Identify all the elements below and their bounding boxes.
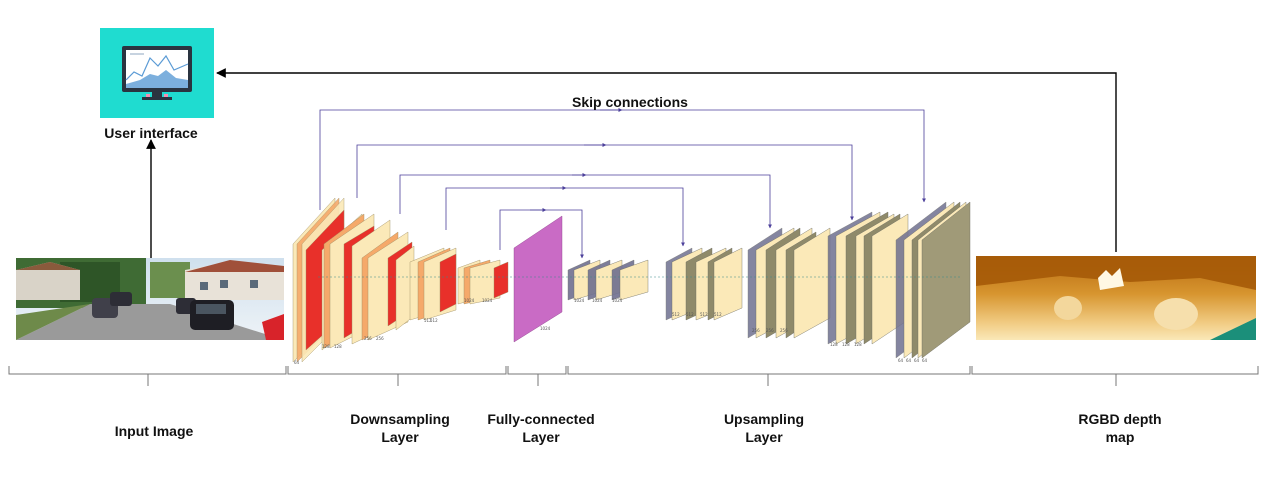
layer-size-label: 256 [376,336,384,341]
layer-size-label: 1024 [482,298,493,303]
skip-connections [319,108,926,259]
rgbd-depth-map [976,256,1256,340]
encoder-block-5 [457,259,509,305]
layer-size-label: 128 [854,342,862,347]
downsampling-label-line2: Layer [381,429,419,445]
layer-size-label: 512 [714,312,722,317]
input-image-label: Input Image [114,423,194,439]
layer-size-label: 64 [922,358,928,363]
layer-size-label: 512 [686,312,694,317]
layer-size-label: 1024 [612,298,623,303]
fully-connected-label-line1: Fully-connected [487,411,595,427]
encoder-block-4 [409,247,457,321]
skip-connection-2 [356,144,854,221]
decoder-blocks [567,201,971,359]
skip-connections-label: Skip connections [572,94,688,110]
fully-connected-block [513,215,563,343]
decoder-block-2 [665,247,743,321]
layer-size-label: 128 [830,342,838,347]
decoder-block-3 [747,227,831,339]
decoder-block-5 [895,201,971,359]
upsampling-label: Upsampling Layer [694,410,834,446]
fully-connected-label: Fully-connected Layer [472,410,610,446]
skip-connection-3 [399,174,772,229]
layer-size-label: 64 [906,358,912,363]
brace-upsampling [567,366,971,386]
layer-size-label: 512 [672,312,680,317]
layer-size-label: 256 [780,328,788,333]
layer-size-label: 64 [294,360,300,365]
layer-size-label: 1024 [464,298,475,303]
downsampling-label-line1: Downsampling [350,411,450,427]
upsampling-label-line1: Upsampling [723,411,805,427]
downsampling-label: Downsampling Layer [330,410,470,446]
upsampling-label-line2: Layer [745,429,783,445]
skip-connection-4 [445,187,685,247]
encoder-block-3 [361,231,415,341]
layer-size-label: 1024 [540,326,551,331]
rgbd-label: RGBD depth map [1050,410,1190,446]
user-interface-label: User interface [104,125,198,141]
feedback-arrow [216,68,1117,252]
layer-size-label: 1024 [574,298,585,303]
rgbd-label-line2: map [1105,429,1135,445]
decoder-block-1 [567,259,649,301]
layer-size-label: 64 [898,358,904,363]
fully-connected-label-line2: Layer [522,429,560,445]
layer-size-label: 256 [752,328,760,333]
layer-size-label: 512 [430,318,438,323]
encoder-blocks [292,197,509,363]
brace-input-image [8,366,287,386]
layer-size-label: 256 [364,336,372,341]
layer-size-label: 128 [322,344,330,349]
layer-size-label: 512 [424,318,432,323]
layer-size-label: 1024 [592,298,603,303]
user-interface-monitor [100,28,214,118]
section-braces [8,366,1259,386]
layer-size-label: 512 [700,312,708,317]
monitor-chart-icon [122,46,192,100]
brace-rgbd [971,366,1259,386]
input-image [16,258,284,340]
decoder-block-4 [827,211,909,345]
skip-connection-1 [319,109,926,210]
layer-size-label: 128 [334,344,342,349]
layer-size-label: 256 [766,328,774,333]
layer-size-label: 64 [914,358,920,363]
layer-size-label: 128 [842,342,850,347]
brace-fully-connected [507,366,567,386]
brace-downsampling [287,366,507,386]
rgbd-label-line1: RGBD depth [1078,411,1162,427]
